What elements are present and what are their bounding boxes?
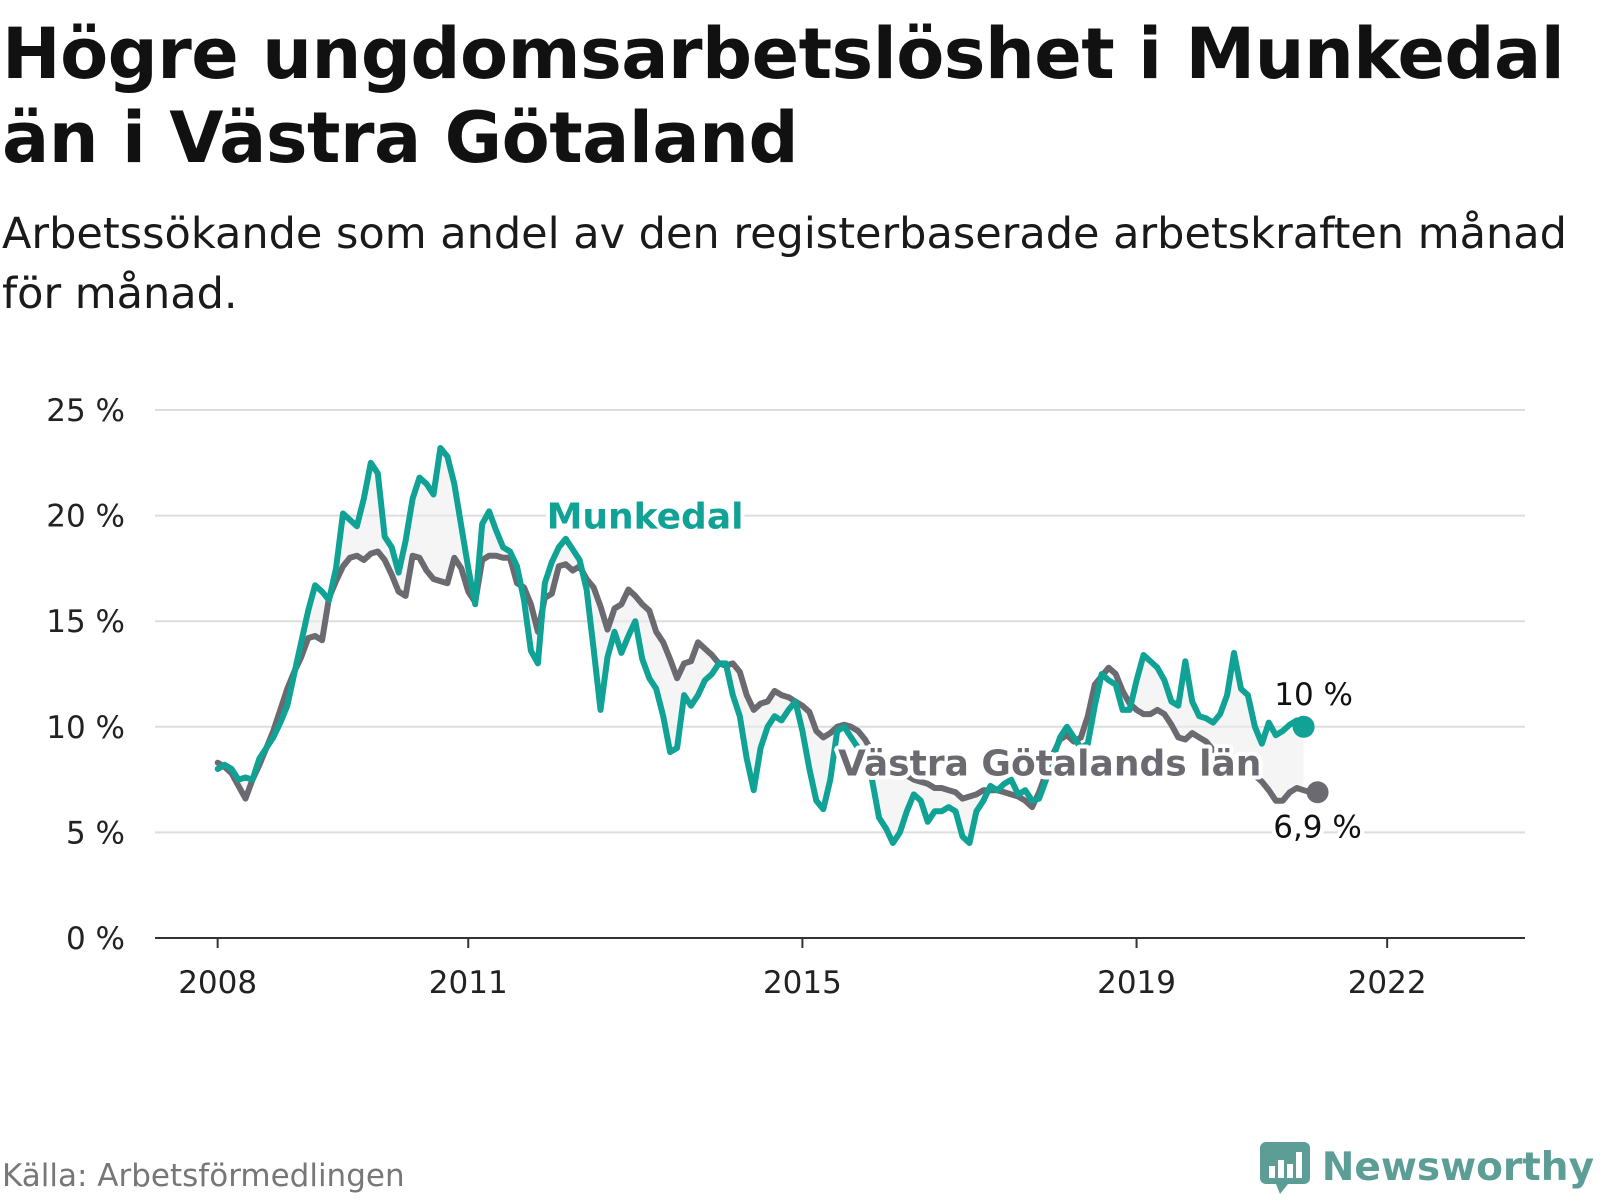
difference-area (217, 448, 1304, 843)
munkedal-line (214, 445, 1307, 846)
difference-band (217, 448, 1304, 843)
vastra-gotaland-line (214, 548, 1321, 811)
vastra-gotaland-end-value: 6,9 % (1273, 809, 1362, 845)
brand-name: Newsworthy (1321, 1144, 1594, 1190)
series-lines (214, 445, 1329, 846)
newsworthy-icon (1259, 1142, 1310, 1194)
x-axis-ticks: 2008 2011 2015 2019 2022 (178, 938, 1427, 1001)
munkedal-end-value: 10 % (1274, 677, 1353, 713)
munkedal-end-point (1292, 715, 1315, 738)
x-tick-label: 2022 (1348, 965, 1427, 1001)
brand-logo: Newsworthy (1258, 1140, 1594, 1194)
vastra-gotaland-end-point (1306, 781, 1329, 804)
x-tick-label: 2008 (178, 965, 257, 1001)
munkedal-series-label: Munkedal (547, 497, 744, 538)
x-tick-label: 2019 (1097, 965, 1176, 1001)
y-tick-label: 15 % (46, 604, 125, 640)
line-chart: 0 %5 %10 %15 %20 %25 % 2008 2011 2015 2019 2… (46, 393, 1525, 1001)
x-tick-label: 2011 (429, 965, 508, 1001)
x-tick-label: 2015 (763, 965, 842, 1001)
source-note: Källa: Arbetsförmedlingen (2, 1158, 405, 1194)
chart-title: Högre ungdomsarbetslöshet i Munkedal än … (2, 13, 1565, 179)
y-tick-label: 0 % (66, 921, 125, 957)
y-tick-label: 25 % (46, 393, 125, 429)
y-tick-label: 20 % (46, 499, 125, 535)
vastra-gotaland-series-label: Västra Götalands län (838, 744, 1261, 785)
series-labels: Munkedal Västra Götalands län 10 % 6,9 % (543, 493, 1366, 850)
y-tick-label: 10 % (46, 710, 125, 746)
y-axis-ticks: 0 % 5 % 10 % 15 % 20 % 25 % (46, 393, 125, 957)
chart-subtitle: Arbetssökande som andel av den registerb… (2, 209, 1567, 319)
y-tick-label: 5 % (66, 815, 125, 851)
